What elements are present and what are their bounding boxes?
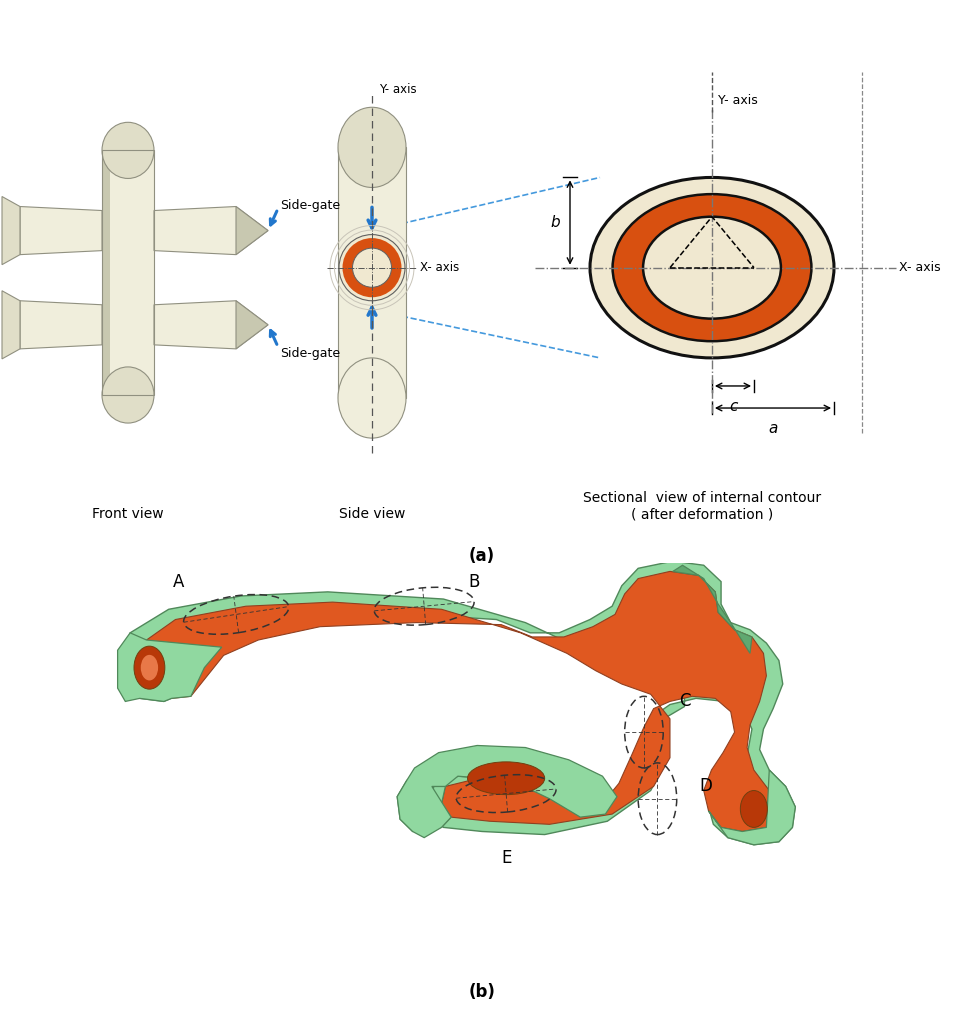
Polygon shape <box>236 301 268 349</box>
Ellipse shape <box>338 358 406 438</box>
Text: a: a <box>768 421 778 436</box>
Text: A: A <box>173 572 184 591</box>
Polygon shape <box>20 207 102 255</box>
Text: E: E <box>501 849 511 867</box>
Polygon shape <box>2 291 20 358</box>
Text: b: b <box>550 215 560 230</box>
Polygon shape <box>236 207 268 255</box>
Text: Side-gate: Side-gate <box>280 347 340 359</box>
Text: Front view: Front view <box>93 507 164 521</box>
Polygon shape <box>154 301 268 349</box>
Text: Y- axis: Y- axis <box>379 83 416 96</box>
Text: c: c <box>729 399 737 414</box>
Polygon shape <box>130 561 795 845</box>
Text: Sectional  view of internal contour
( after deformation ): Sectional view of internal contour ( aft… <box>583 492 821 521</box>
Ellipse shape <box>102 367 154 423</box>
Polygon shape <box>110 151 154 395</box>
Text: X- axis: X- axis <box>420 261 459 274</box>
Polygon shape <box>20 301 102 349</box>
Text: D: D <box>699 777 712 796</box>
Text: Side view: Side view <box>338 507 405 521</box>
Text: B: B <box>469 572 480 591</box>
Circle shape <box>342 239 401 297</box>
Ellipse shape <box>612 195 812 341</box>
Circle shape <box>339 234 405 301</box>
Polygon shape <box>338 147 406 398</box>
Polygon shape <box>397 776 451 831</box>
Polygon shape <box>147 571 776 831</box>
Text: (b): (b) <box>469 983 495 1001</box>
Ellipse shape <box>643 217 781 318</box>
Text: Y- axis: Y- axis <box>718 94 758 108</box>
Text: F₂: F₂ <box>653 249 665 262</box>
Ellipse shape <box>468 762 545 795</box>
Polygon shape <box>102 151 110 395</box>
Text: O: O <box>716 249 726 262</box>
Text: Side-gate: Side-gate <box>280 199 340 212</box>
Text: F₁: F₁ <box>746 249 758 262</box>
Polygon shape <box>397 745 617 838</box>
Polygon shape <box>2 197 20 264</box>
Text: C: C <box>679 692 690 711</box>
Ellipse shape <box>338 108 406 187</box>
Polygon shape <box>118 633 222 701</box>
Polygon shape <box>673 565 752 653</box>
Ellipse shape <box>590 177 834 358</box>
Circle shape <box>353 248 391 287</box>
Ellipse shape <box>740 791 767 827</box>
Ellipse shape <box>102 122 154 178</box>
Polygon shape <box>154 207 268 255</box>
Polygon shape <box>709 770 795 845</box>
Text: (a): (a) <box>469 548 495 565</box>
Text: X- axis: X- axis <box>899 261 941 274</box>
Ellipse shape <box>134 646 165 689</box>
Ellipse shape <box>141 655 158 681</box>
